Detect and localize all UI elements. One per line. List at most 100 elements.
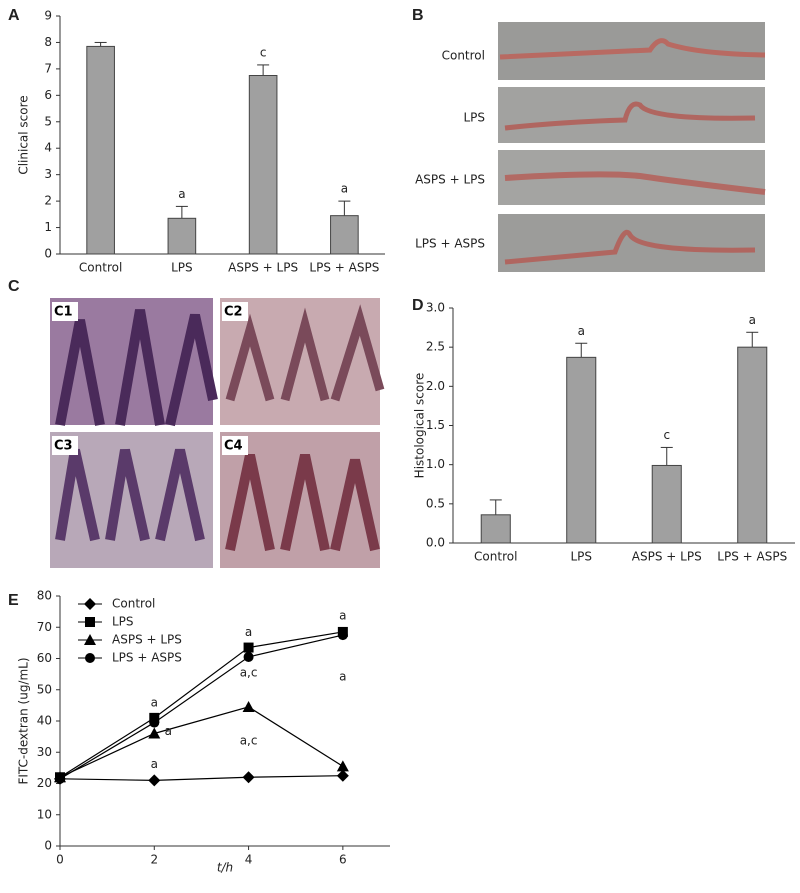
y-tick-label: 4 [44, 141, 52, 155]
x-tick-label: Control [474, 550, 517, 564]
villi [225, 453, 380, 552]
x-tick-label: LPS [570, 550, 592, 564]
y-tick-label: 1 [44, 220, 52, 234]
point [149, 717, 160, 728]
tile-label: C4 [224, 439, 243, 454]
point [148, 727, 161, 739]
bar [330, 215, 359, 255]
legend-label: ASPS + LPS [112, 633, 182, 647]
point [243, 651, 254, 662]
x-tick-label: LPS + ASPS [717, 550, 787, 564]
y-tick-label: 50 [37, 682, 52, 696]
x-axis-label: t/h [217, 861, 233, 875]
row-label: LPS [463, 111, 485, 125]
x-tick-label: LPS + ASPS [309, 261, 379, 275]
tile-label-bg [52, 302, 78, 321]
panel-letter: B [412, 7, 424, 24]
y-tick-label: 8 [44, 35, 52, 49]
y-tick-label: 20 [37, 776, 52, 790]
villi [225, 304, 385, 402]
y-tick-label: 70 [37, 620, 52, 634]
photo-panel-c [50, 298, 385, 568]
y-axis-label: Histological score [413, 373, 427, 479]
x-tick-label: LPS [171, 261, 193, 275]
villi [55, 309, 218, 427]
x-tick-label: ASPS + LPS [632, 550, 702, 564]
point [84, 634, 96, 645]
row-label: Control [442, 49, 485, 63]
row-label: LPS + ASPS [415, 237, 485, 251]
legend-label: LPS + ASPS [112, 651, 182, 665]
y-tick-label: 0.0 [426, 536, 445, 550]
series-line [59, 706, 344, 778]
y-tick-label: 40 [37, 714, 52, 728]
panel-letter: A [8, 7, 20, 24]
y-tick-label: 5 [44, 114, 52, 128]
y-tick-label: 7 [44, 61, 52, 75]
point [242, 700, 255, 712]
significance-label: a [749, 313, 756, 327]
bar [737, 346, 768, 544]
point [336, 769, 349, 782]
y-tick-label: 3.0 [426, 301, 445, 315]
panel-letter: E [8, 592, 19, 609]
y-tick-label: 1.5 [426, 418, 445, 432]
y-tick-label: 80 [37, 589, 52, 603]
point [336, 760, 349, 772]
point [85, 617, 95, 627]
panel-letter: C [8, 278, 20, 295]
y-tick-label: 2 [44, 194, 52, 208]
x-tick-label: 2 [150, 853, 158, 867]
significance-label: a [339, 608, 346, 622]
point [84, 598, 96, 610]
tissue [504, 229, 756, 265]
y-tick-label: 3 [44, 167, 52, 181]
legend-label: Control [112, 597, 155, 611]
significance-label: a,c [240, 665, 258, 679]
x-tick-label: Control [79, 261, 122, 275]
y-tick-label: 1.0 [426, 457, 445, 471]
bar [86, 45, 115, 255]
tissue [504, 171, 766, 195]
legend-label: LPS [112, 615, 134, 629]
bar [651, 464, 682, 544]
significance-label: a [339, 670, 346, 684]
tissue [504, 101, 756, 131]
tile-label-bg [222, 436, 248, 455]
y-tick-label: 60 [37, 651, 52, 665]
y-axis-label: Clinical score [17, 95, 31, 174]
y-tick-label: 10 [37, 807, 52, 821]
tile-label: C1 [54, 305, 73, 320]
photo [498, 87, 765, 143]
tile-label-bg [52, 436, 78, 455]
y-tick-label: 2.5 [426, 340, 445, 354]
significance-label: a [151, 757, 158, 771]
tile-label: C3 [54, 439, 73, 454]
tissue [499, 38, 766, 60]
significance-label: a [178, 187, 185, 201]
significance-label: a [578, 324, 585, 338]
y-tick-label: 30 [37, 745, 52, 759]
point [85, 653, 95, 663]
y-tick-label: 2.0 [426, 379, 445, 393]
point [148, 774, 161, 787]
photo-panel-b [498, 22, 766, 272]
row-label: ASPS + LPS [415, 173, 485, 187]
y-tick-label: 6 [44, 88, 52, 102]
panel-letter: D [412, 297, 424, 314]
point [243, 642, 254, 653]
photo [498, 214, 765, 272]
series-line [59, 631, 343, 778]
y-axis-label: FITC-dextran (ug/mL) [17, 657, 31, 784]
significance-label: a,c [240, 733, 258, 747]
y-tick-label: 0 [44, 247, 52, 261]
series-line [59, 775, 343, 781]
y-tick-label: 0.5 [426, 496, 445, 510]
y-tick-label: 0 [44, 839, 52, 853]
bar [167, 217, 197, 255]
significance-label: c [260, 45, 267, 59]
x-tick-label: 0 [56, 853, 64, 867]
significance-label: a [165, 724, 172, 738]
series-line [59, 634, 343, 780]
